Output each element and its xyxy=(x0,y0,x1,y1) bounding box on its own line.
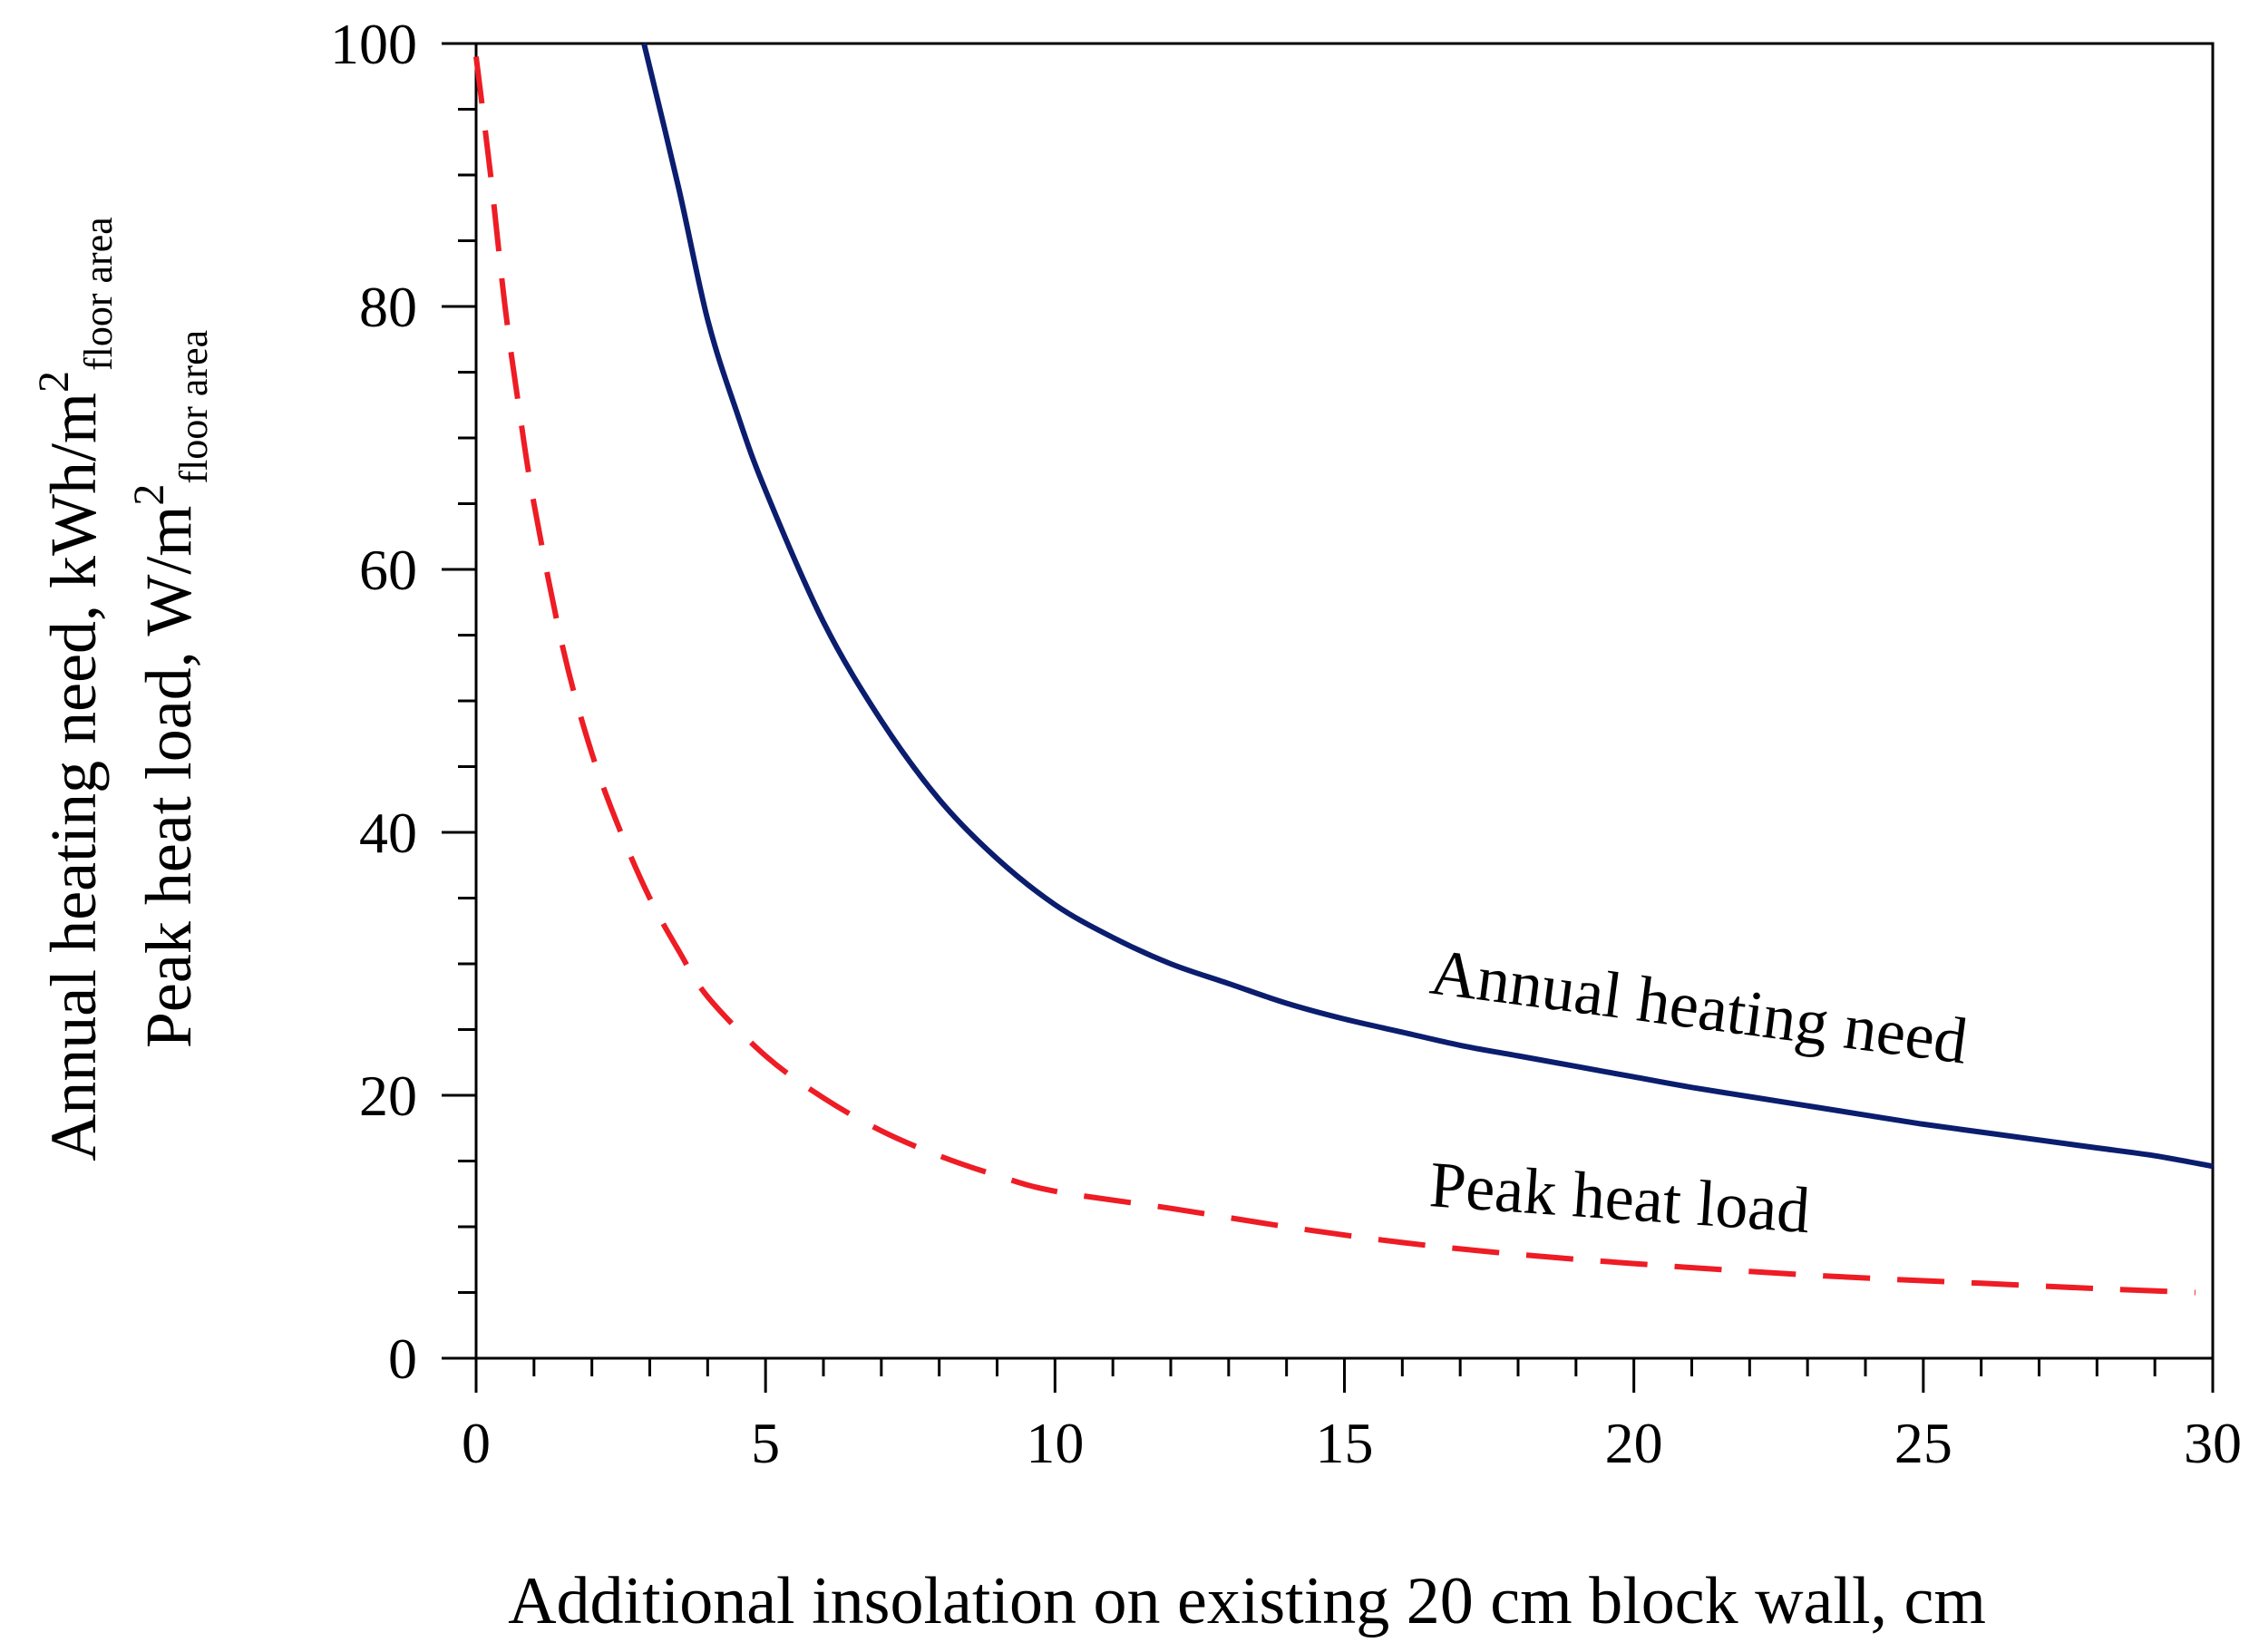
x-tick-label: 20 xyxy=(1605,1411,1663,1475)
x-tick-label: 15 xyxy=(1316,1411,1374,1475)
x-tick-label: 5 xyxy=(751,1411,780,1475)
y-tick-label: 20 xyxy=(359,1064,417,1128)
y-tick-labels: 0 20 40 60 80 100 xyxy=(330,12,417,1391)
series-lines xyxy=(473,43,2214,1296)
y-title-2-sup: 2 xyxy=(125,484,173,506)
x-axis-title: Additional insolation on existing 20 cm … xyxy=(508,1564,1986,1638)
x-tick-label: 25 xyxy=(1894,1411,1952,1475)
series-line-annual-heating-need xyxy=(641,43,2214,1170)
y-axis-title: Annual heating need, kWh/m2floor area Pe… xyxy=(30,217,216,1161)
y-tick-label: 40 xyxy=(359,801,417,865)
y-title-1-main: Annual heating need, kWh/m xyxy=(37,393,110,1161)
y-tick-label: 0 xyxy=(388,1326,417,1391)
y-axis-title-line1: Annual heating need, kWh/m2floor area xyxy=(30,217,121,1161)
y-title-1-sup: 2 xyxy=(30,371,78,393)
y-axis-title-line2: Peak heat load, W/m2floor area xyxy=(125,330,216,1048)
y-title-2-main: Peak heat load, W/m xyxy=(132,506,205,1049)
x-tick-label: 0 xyxy=(462,1411,491,1475)
major-ticks xyxy=(442,42,2215,1393)
x-tick-label: 10 xyxy=(1026,1411,1084,1475)
minor-ticks xyxy=(458,108,2157,1376)
y-title-1-sub: floor area xyxy=(76,217,121,371)
x-tick-labels: 0 5 10 15 20 25 30 xyxy=(462,1411,2242,1475)
annotation-peak-heat-load: Peak heat load xyxy=(1427,1148,1812,1247)
y-tick-label: 60 xyxy=(359,538,417,602)
y-tick-label: 80 xyxy=(359,275,417,339)
series-line-peak-heat-load xyxy=(473,56,2196,1296)
x-tick-label: 30 xyxy=(2184,1411,2242,1475)
plot-area xyxy=(474,42,2215,1360)
y-title-2-sub: floor area xyxy=(171,330,216,484)
y-tick-label: 100 xyxy=(330,12,417,76)
